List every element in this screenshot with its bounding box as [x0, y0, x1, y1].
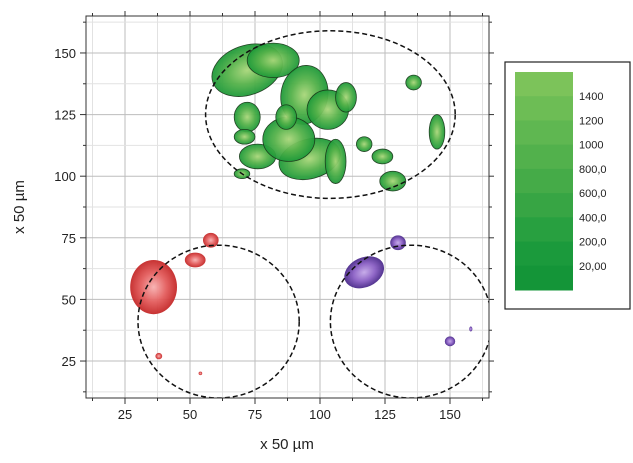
y-tick-label: 50 — [62, 292, 76, 307]
purple-region-circle — [329, 244, 489, 398]
legend-label: 1200 — [579, 115, 603, 127]
green-blob — [335, 82, 357, 113]
red-blob — [184, 252, 206, 268]
legend-color-band — [515, 120, 573, 146]
region-circles — [137, 30, 489, 398]
green-blob — [324, 138, 347, 184]
axis-ticks: 25 50 75 100 125 150 25 50 75 100 125 150 — [54, 11, 494, 422]
red-blob — [198, 371, 203, 376]
green-blob — [371, 148, 394, 165]
purple-blob — [390, 235, 406, 251]
red-blob — [203, 232, 219, 248]
legend-label: 800,0 — [579, 164, 607, 176]
red-region-circle — [137, 244, 300, 398]
purple-blob — [444, 336, 456, 347]
x-axis-title: x 50 µm — [260, 436, 314, 453]
y-tick-label: 25 — [62, 354, 76, 369]
legend-color-band — [515, 144, 573, 170]
green-blob — [233, 128, 256, 145]
y-tick-label: 150 — [54, 46, 76, 61]
legend-label: 600,0 — [579, 188, 607, 200]
legend-color-band — [515, 217, 573, 243]
red-blob — [155, 352, 163, 360]
y-tick-label: 100 — [54, 169, 76, 184]
green-blob — [428, 114, 446, 150]
legend-swatches — [515, 72, 573, 291]
legend-color-band — [515, 265, 573, 291]
x-tick-label: 50 — [183, 407, 197, 422]
purple-blob — [469, 326, 473, 332]
green-blob — [275, 104, 298, 130]
green-blob — [405, 74, 422, 91]
legend-color-band — [515, 193, 573, 218]
green-blob — [246, 42, 300, 79]
x-tick-label: 150 — [439, 407, 461, 422]
color-legend: 1400 1200 1000 800,0 600,0 400,0 200,0 20,00 — [504, 61, 631, 310]
y-tick-label: 125 — [54, 108, 76, 123]
x-tick-label: 75 — [248, 407, 262, 422]
legend-color-band — [515, 241, 573, 267]
red-blob — [130, 259, 178, 315]
legend-label: 1000 — [579, 140, 603, 152]
green-blob — [233, 101, 261, 133]
legend-color-band — [515, 72, 573, 97]
legend-labels: 1400 1200 1000 800,0 600,0 400,0 200,0 20,00 — [579, 91, 607, 273]
legend-label: 400,0 — [579, 212, 607, 224]
purple-blob — [344, 256, 385, 289]
legend-label: 1400 — [579, 91, 603, 103]
x-tick-label: 25 — [118, 407, 132, 422]
green-blob — [379, 170, 407, 192]
legend-label: 20,00 — [579, 261, 607, 273]
x-tick-label: 125 — [374, 407, 396, 422]
green-region-circle — [204, 30, 456, 200]
green-blob — [356, 136, 373, 152]
legend-color-band — [515, 168, 573, 194]
blob-layer — [130, 42, 473, 376]
x-tick-label: 100 — [309, 407, 331, 422]
legend-color-band — [515, 96, 573, 121]
y-tick-label: 75 — [62, 231, 76, 246]
legend-label: 200,0 — [579, 237, 607, 249]
y-axis-title: x 50 µm — [11, 180, 28, 234]
